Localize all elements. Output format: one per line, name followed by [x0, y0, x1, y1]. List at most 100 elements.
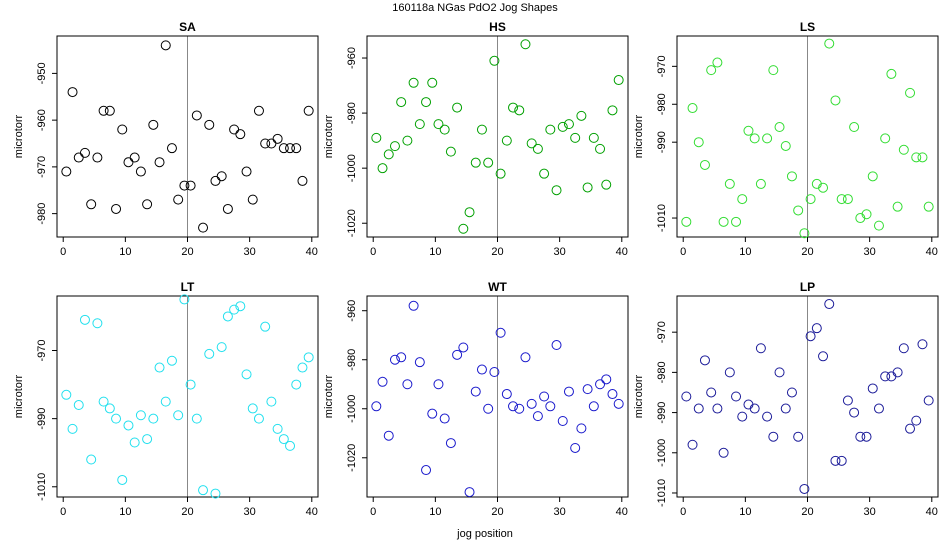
point	[818, 351, 829, 362]
point	[731, 216, 742, 227]
point	[687, 439, 698, 450]
point	[216, 171, 227, 182]
point	[173, 410, 184, 421]
point	[898, 343, 909, 354]
point	[880, 133, 891, 144]
point	[229, 124, 240, 135]
point	[142, 199, 153, 210]
point	[179, 180, 190, 191]
point	[396, 97, 407, 108]
y-tick-label: -970	[36, 156, 48, 178]
x-tick-label: 30	[864, 506, 876, 518]
x-tick-label: 0	[680, 506, 686, 518]
point	[917, 152, 928, 163]
point	[160, 396, 171, 407]
y-tick-label: -970	[656, 55, 668, 77]
point	[774, 367, 785, 378]
point	[458, 223, 469, 234]
point	[154, 157, 165, 168]
point	[836, 455, 847, 466]
y-tick-label: -990	[36, 408, 48, 430]
point	[222, 203, 233, 214]
point	[824, 38, 835, 49]
point	[79, 314, 90, 325]
point	[880, 371, 891, 382]
x-tick-label: 30	[244, 246, 256, 258]
point	[539, 168, 550, 179]
point	[501, 389, 512, 400]
y-tick-label: -1010	[656, 479, 668, 507]
point	[601, 374, 612, 385]
point	[793, 431, 804, 442]
point	[706, 65, 717, 76]
point	[204, 119, 215, 130]
point	[886, 371, 897, 382]
point	[595, 143, 606, 154]
point	[681, 216, 692, 227]
point	[297, 175, 308, 186]
x-tick-label: 20	[181, 506, 193, 518]
point	[718, 447, 729, 458]
y-tick-label: -990	[656, 131, 668, 153]
point	[582, 182, 593, 193]
point	[470, 386, 481, 397]
y-tick-label: -1010	[36, 473, 48, 501]
x-tick-label: 30	[554, 246, 566, 258]
point	[830, 455, 841, 466]
point	[439, 413, 450, 424]
point	[160, 40, 171, 51]
point	[297, 362, 308, 373]
point	[253, 413, 264, 424]
point	[805, 331, 816, 342]
point	[867, 171, 878, 182]
point	[272, 133, 283, 144]
point	[464, 487, 475, 498]
x-axis-label: jog position	[456, 528, 513, 540]
point	[793, 205, 804, 216]
point	[445, 438, 456, 449]
x-tick-label: 20	[491, 246, 503, 258]
point	[123, 157, 134, 168]
point	[892, 201, 903, 212]
point	[532, 411, 543, 422]
point	[911, 152, 922, 163]
y-tick-label: -950	[36, 62, 48, 84]
point	[557, 416, 568, 427]
point	[79, 147, 90, 158]
panel-title: LP	[800, 280, 815, 294]
point	[260, 321, 271, 332]
point	[371, 132, 382, 143]
point	[179, 294, 190, 305]
point	[389, 141, 400, 152]
point	[774, 122, 785, 133]
point	[563, 386, 574, 397]
point	[439, 124, 450, 135]
point	[135, 410, 146, 421]
x-tick-label: 10	[739, 506, 751, 518]
point	[886, 68, 897, 79]
point	[483, 157, 494, 168]
point	[737, 194, 748, 205]
x-tick-label: 0	[60, 246, 66, 258]
point	[73, 152, 84, 163]
point	[576, 110, 587, 121]
point	[613, 75, 624, 86]
point	[222, 311, 233, 322]
point	[501, 135, 512, 146]
y-tick-label: -990	[656, 402, 668, 424]
point	[514, 105, 525, 116]
point	[892, 367, 903, 378]
y-axis-label: microtorr	[633, 374, 645, 418]
x-tick-label: 30	[864, 246, 876, 258]
point	[427, 77, 438, 88]
point	[724, 367, 735, 378]
x-tick-label: 10	[119, 506, 131, 518]
point	[216, 342, 227, 353]
y-axis-label: microtorr	[13, 114, 25, 158]
point	[383, 149, 394, 160]
x-tick-label: 40	[926, 246, 938, 258]
point	[724, 178, 735, 189]
point	[278, 434, 289, 445]
point	[917, 339, 928, 350]
point	[731, 391, 742, 402]
